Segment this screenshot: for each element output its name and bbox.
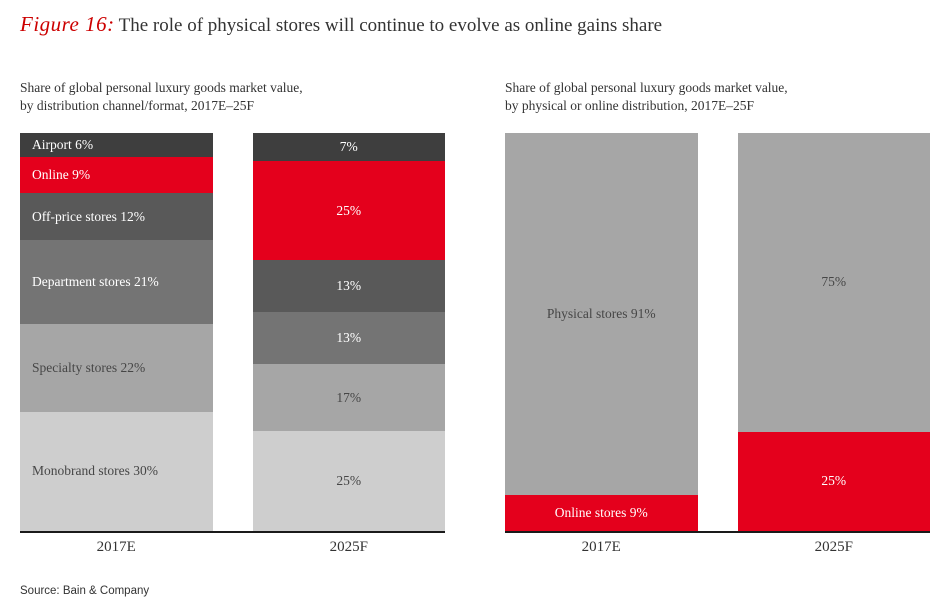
right-caption-line1: Share of global personal luxury goods ma… [505,79,930,97]
right-caption-line2: by physical or online distribution, 2017… [505,97,930,115]
seg-online-r-2017: Online stores 9% [505,495,698,531]
left-caption: Share of global personal luxury goods ma… [20,79,445,117]
left-caption-line1: Share of global personal luxury goods ma… [20,79,445,97]
left-col-2025: 7% 25% 13% 13% 17% 25% [253,133,446,531]
left-axis: 2017E 2025F [20,539,445,556]
left-xlabel-2: 2025F [253,539,446,556]
seg-physical-2025: 75% [738,133,931,432]
panels-row: Share of global personal luxury goods ma… [20,79,930,556]
left-xlabel-1: 2017E [20,539,213,556]
right-axis: 2017E 2025F [505,539,930,556]
left-caption-line2: by distribution channel/format, 2017E–25… [20,97,445,115]
left-chart: Airport 6% Online 9% Off-price stores 12… [20,133,445,533]
seg-online-r-2025: 25% [738,432,931,532]
seg-online-2025: 25% [253,161,446,261]
seg-airport-2025: 7% [253,133,446,161]
seg-offprice-2017: Off-price stores 12% [20,193,213,241]
seg-online-2017: Online 9% [20,157,213,193]
seg-department-2017: Department stores 21% [20,240,213,324]
seg-specialty-2017: Specialty stores 22% [20,324,213,412]
right-chart: Physical stores 91% Online stores 9% 75%… [505,133,930,533]
seg-monobrand-2025: 25% [253,431,446,531]
figure-title: The role of physical stores will continu… [119,15,662,36]
figure-header: Figure 16: The role of physical stores w… [20,12,930,37]
seg-specialty-2025: 17% [253,364,446,432]
right-col-2017: Physical stores 91% Online stores 9% [505,133,698,531]
right-xlabel-1: 2017E [505,539,698,556]
left-col-2017: Airport 6% Online 9% Off-price stores 12… [20,133,213,531]
right-panel: Share of global personal luxury goods ma… [505,79,930,556]
right-xlabel-2: 2025F [738,539,931,556]
seg-monobrand-2017: Monobrand stores 30% [20,412,213,531]
seg-airport-2017: Airport 6% [20,133,213,157]
seg-department-2025: 13% [253,312,446,364]
right-col-2025: 75% 25% [738,133,931,531]
source-note: Source: Bain & Company [20,585,149,597]
figure-label: Figure 16: [20,12,115,36]
left-panel: Share of global personal luxury goods ma… [20,79,445,556]
right-caption: Share of global personal luxury goods ma… [505,79,930,117]
seg-physical-2017: Physical stores 91% [505,133,698,495]
seg-offprice-2025: 13% [253,260,446,312]
